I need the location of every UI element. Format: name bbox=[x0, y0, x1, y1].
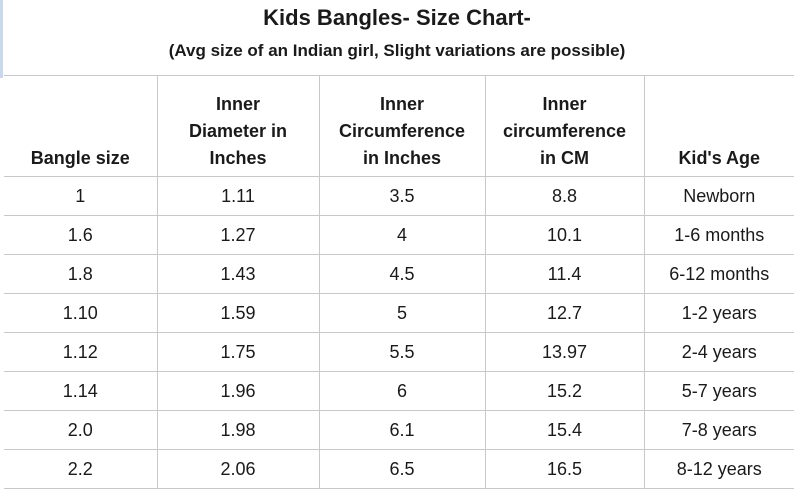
cell-inner-circumference-inches: 5.5 bbox=[319, 333, 485, 372]
cell-inner-circumference-cm: 10.1 bbox=[485, 216, 644, 255]
header-line: Inner bbox=[158, 91, 319, 118]
cell-bangle-size: 2.0 bbox=[4, 411, 157, 450]
cell-inner-circumference-cm: 13.97 bbox=[485, 333, 644, 372]
header-line: Inner bbox=[320, 91, 485, 118]
cell-inner-circumference-inches: 4 bbox=[319, 216, 485, 255]
cell-bangle-size: 1.10 bbox=[4, 294, 157, 333]
cell-kids-age: 8-12 years bbox=[644, 450, 794, 489]
cell-inner-circumference-cm: 12.7 bbox=[485, 294, 644, 333]
cell-inner-diameter: 1.75 bbox=[157, 333, 319, 372]
cell-inner-circumference-cm: 15.2 bbox=[485, 372, 644, 411]
cell-inner-circumference-cm: 11.4 bbox=[485, 255, 644, 294]
cell-inner-diameter: 1.27 bbox=[157, 216, 319, 255]
cell-bangle-size: 2.2 bbox=[4, 450, 157, 489]
page-subtitle: (Avg size of an Indian girl, Slight vari… bbox=[0, 40, 794, 62]
header-line: in Inches bbox=[320, 145, 485, 172]
cell-kids-age: 5-7 years bbox=[644, 372, 794, 411]
header-line: Circumference bbox=[320, 118, 485, 145]
cell-inner-circumference-cm: 16.5 bbox=[485, 450, 644, 489]
cell-inner-diameter: 1.96 bbox=[157, 372, 319, 411]
cell-inner-diameter: 1.59 bbox=[157, 294, 319, 333]
cell-kids-age: 6-12 months bbox=[644, 255, 794, 294]
cell-inner-circumference-inches: 4.5 bbox=[319, 255, 485, 294]
cell-inner-diameter: 2.06 bbox=[157, 450, 319, 489]
cell-bangle-size: 1.12 bbox=[4, 333, 157, 372]
cell-inner-diameter: 1.98 bbox=[157, 411, 319, 450]
cell-inner-circumference-inches: 3.5 bbox=[319, 177, 485, 216]
cell-bangle-size: 1 bbox=[4, 177, 157, 216]
header-bangle-size: Bangle size bbox=[4, 76, 157, 177]
cell-bangle-size: 1.6 bbox=[4, 216, 157, 255]
cell-bangle-size: 1.14 bbox=[4, 372, 157, 411]
cell-inner-diameter: 1.43 bbox=[157, 255, 319, 294]
cell-inner-circumference-inches: 6.1 bbox=[319, 411, 485, 450]
cell-inner-circumference-inches: 6 bbox=[319, 372, 485, 411]
cell-kids-age: 1-2 years bbox=[644, 294, 794, 333]
header-line: in CM bbox=[486, 145, 644, 172]
cell-inner-circumference-inches: 6.5 bbox=[319, 450, 485, 489]
cell-inner-circumference-cm: 8.8 bbox=[485, 177, 644, 216]
page-title: Kids Bangles- Size Chart- bbox=[0, 5, 794, 31]
header-kids-age: Kid's Age bbox=[644, 76, 794, 177]
cell-bangle-size: 1.8 bbox=[4, 255, 157, 294]
header-line: Bangle size bbox=[4, 145, 157, 172]
cell-inner-circumference-cm: 15.4 bbox=[485, 411, 644, 450]
cell-kids-age: Newborn bbox=[644, 177, 794, 216]
header-line: Inner bbox=[486, 91, 644, 118]
cell-kids-age: 2-4 years bbox=[644, 333, 794, 372]
header-line: Inches bbox=[158, 145, 319, 172]
header-line: Kid's Age bbox=[645, 145, 794, 172]
cell-kids-age: 7-8 years bbox=[644, 411, 794, 450]
header-line: circumference bbox=[486, 118, 644, 145]
cell-inner-diameter: 1.11 bbox=[157, 177, 319, 216]
cell-inner-circumference-inches: 5 bbox=[319, 294, 485, 333]
header-line: Diameter in bbox=[158, 118, 319, 145]
cell-kids-age: 1-6 months bbox=[644, 216, 794, 255]
